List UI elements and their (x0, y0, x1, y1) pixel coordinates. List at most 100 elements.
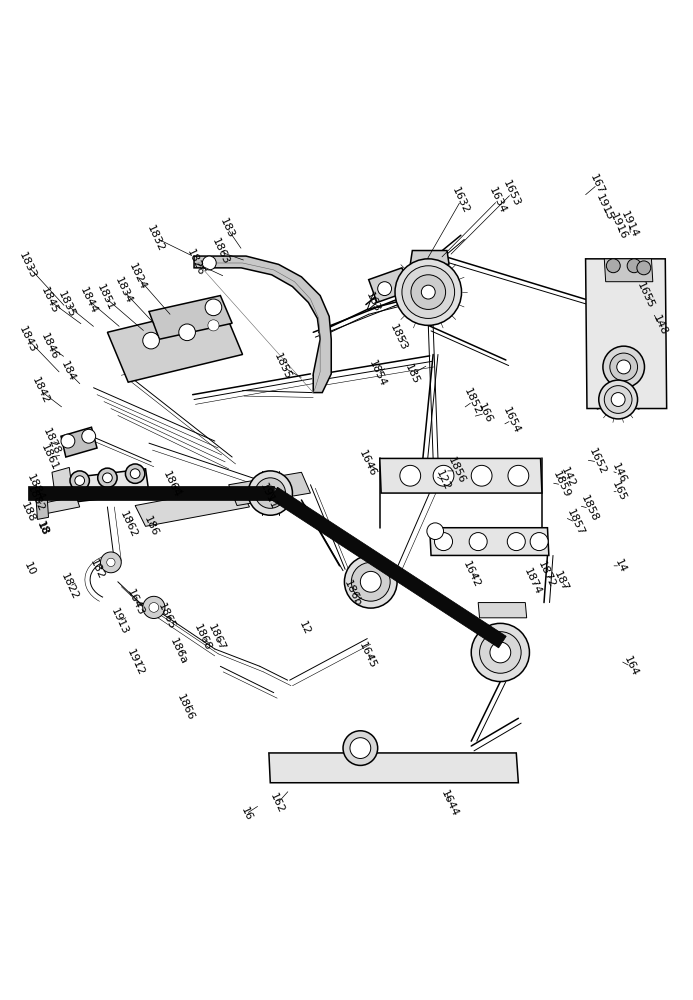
Circle shape (617, 360, 631, 374)
Circle shape (351, 562, 390, 601)
Circle shape (421, 285, 435, 299)
Text: 1866: 1866 (175, 693, 196, 723)
Text: 182: 182 (88, 558, 106, 581)
Circle shape (400, 465, 421, 486)
Text: 1844: 1844 (78, 285, 99, 315)
Circle shape (490, 642, 511, 663)
Text: 1867: 1867 (206, 622, 227, 652)
Text: 1634: 1634 (487, 186, 508, 215)
Text: 1868: 1868 (192, 622, 213, 652)
Circle shape (507, 533, 525, 551)
Text: 148: 148 (651, 314, 669, 337)
Text: 1845: 1845 (39, 286, 60, 315)
Text: 142: 142 (559, 466, 577, 490)
Circle shape (143, 332, 159, 349)
Text: 1833: 1833 (17, 251, 38, 281)
Text: 1859: 1859 (551, 470, 572, 500)
Text: 1911: 1911 (258, 482, 279, 511)
Text: 1846: 1846 (39, 331, 60, 361)
Text: 184: 184 (59, 360, 77, 384)
Circle shape (395, 259, 462, 325)
Circle shape (611, 393, 625, 406)
Text: 186b: 186b (342, 579, 362, 608)
Text: 146: 146 (610, 462, 628, 485)
Polygon shape (604, 259, 653, 282)
Text: 1653: 1653 (501, 179, 522, 208)
Text: 1854: 1854 (367, 359, 388, 389)
Circle shape (350, 738, 371, 758)
Text: 1828: 1828 (41, 426, 62, 456)
Circle shape (208, 320, 219, 331)
Text: 163: 163 (364, 291, 382, 314)
Polygon shape (586, 259, 667, 409)
Polygon shape (194, 256, 331, 393)
Text: 162: 162 (268, 792, 286, 815)
Text: 122: 122 (435, 469, 453, 492)
Text: 164: 164 (622, 655, 640, 678)
Polygon shape (430, 528, 549, 555)
Circle shape (179, 324, 195, 341)
Polygon shape (229, 472, 310, 506)
Circle shape (143, 596, 165, 619)
Text: 1912: 1912 (125, 648, 146, 678)
Text: 186: 186 (142, 515, 160, 538)
Polygon shape (270, 487, 506, 648)
Text: 1913: 1913 (109, 606, 130, 636)
Text: 1872: 1872 (536, 560, 556, 590)
Text: 1644: 1644 (439, 789, 459, 818)
Text: 1855: 1855 (272, 352, 293, 382)
Text: 165: 165 (610, 480, 628, 503)
Circle shape (480, 632, 521, 673)
Circle shape (255, 478, 286, 508)
Circle shape (130, 469, 140, 479)
Circle shape (100, 552, 121, 573)
Polygon shape (149, 296, 232, 339)
Polygon shape (42, 497, 80, 514)
Polygon shape (36, 497, 49, 519)
Polygon shape (380, 458, 542, 493)
Text: 1914: 1914 (619, 209, 640, 239)
Circle shape (98, 468, 117, 488)
Text: 1884: 1884 (26, 473, 46, 502)
Circle shape (402, 266, 455, 318)
Text: 1642: 1642 (461, 560, 482, 590)
Text: 10: 10 (22, 561, 37, 578)
Text: 1655: 1655 (635, 281, 656, 310)
Text: 1853: 1853 (388, 322, 409, 352)
Circle shape (435, 533, 453, 551)
Text: 1654: 1654 (501, 405, 522, 435)
Text: 1916: 1916 (608, 211, 629, 241)
Circle shape (343, 731, 378, 765)
Circle shape (610, 353, 638, 381)
Text: 12: 12 (297, 620, 313, 637)
Text: 16: 16 (238, 805, 254, 822)
Text: 1835: 1835 (56, 290, 77, 319)
Polygon shape (478, 603, 527, 618)
Polygon shape (107, 305, 243, 382)
Circle shape (599, 380, 638, 419)
Circle shape (469, 533, 487, 551)
Circle shape (202, 256, 216, 270)
Text: 1843: 1843 (17, 324, 38, 354)
Circle shape (606, 259, 620, 273)
Circle shape (604, 386, 632, 413)
Circle shape (603, 346, 644, 388)
Text: 18: 18 (35, 519, 51, 536)
Text: 1632: 1632 (450, 186, 471, 215)
Text: 1852: 1852 (462, 387, 483, 417)
Circle shape (103, 473, 112, 483)
Text: 1826: 1826 (185, 248, 206, 278)
Text: 1645: 1645 (357, 641, 378, 671)
Text: 185: 185 (403, 362, 421, 386)
Text: 14: 14 (613, 557, 628, 574)
Circle shape (82, 429, 96, 443)
Circle shape (263, 486, 277, 500)
Text: 1643: 1643 (125, 588, 146, 617)
Circle shape (530, 533, 548, 551)
Text: 1851: 1851 (95, 283, 116, 313)
Circle shape (205, 299, 222, 316)
Polygon shape (61, 427, 97, 457)
Polygon shape (28, 486, 274, 500)
Text: 166: 166 (476, 402, 494, 425)
Text: 187: 187 (552, 570, 570, 594)
